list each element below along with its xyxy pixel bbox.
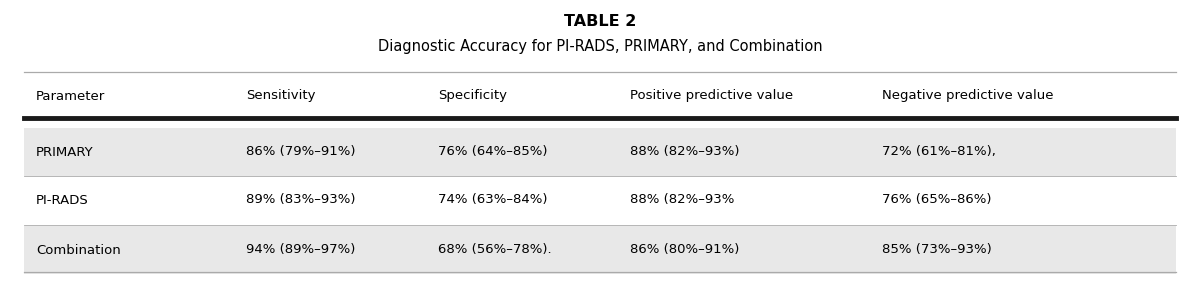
- Text: PRIMARY: PRIMARY: [36, 145, 94, 159]
- Bar: [24, 226, 1176, 274]
- Text: Positive predictive value: Positive predictive value: [630, 90, 793, 102]
- Text: 76% (64%–85%): 76% (64%–85%): [438, 145, 547, 159]
- Text: 94% (89%–97%): 94% (89%–97%): [246, 244, 355, 256]
- Bar: [24, 128, 1176, 176]
- Text: PI-RADS: PI-RADS: [36, 194, 89, 206]
- Text: 86% (80%–91%): 86% (80%–91%): [630, 244, 739, 256]
- Text: 86% (79%–91%): 86% (79%–91%): [246, 145, 355, 159]
- Text: 88% (82%–93%): 88% (82%–93%): [630, 145, 739, 159]
- Text: 72% (61%–81%),: 72% (61%–81%),: [882, 145, 996, 159]
- Text: Negative predictive value: Negative predictive value: [882, 90, 1054, 102]
- Text: Sensitivity: Sensitivity: [246, 90, 316, 102]
- Text: 74% (63%–84%): 74% (63%–84%): [438, 194, 547, 206]
- Bar: [24, 176, 1176, 224]
- Text: Specificity: Specificity: [438, 90, 508, 102]
- Text: TABLE 2: TABLE 2: [564, 15, 636, 29]
- Text: Parameter: Parameter: [36, 90, 106, 102]
- Text: 76% (65%–86%): 76% (65%–86%): [882, 194, 991, 206]
- Text: 85% (73%–93%): 85% (73%–93%): [882, 244, 991, 256]
- Text: 68% (56%–78%).: 68% (56%–78%).: [438, 244, 552, 256]
- Text: 89% (83%–93%): 89% (83%–93%): [246, 194, 355, 206]
- Text: Diagnostic Accuracy for PI-RADS, PRIMARY, and Combination: Diagnostic Accuracy for PI-RADS, PRIMARY…: [378, 39, 822, 53]
- Text: 88% (82%–93%: 88% (82%–93%: [630, 194, 734, 206]
- Text: Combination: Combination: [36, 244, 121, 256]
